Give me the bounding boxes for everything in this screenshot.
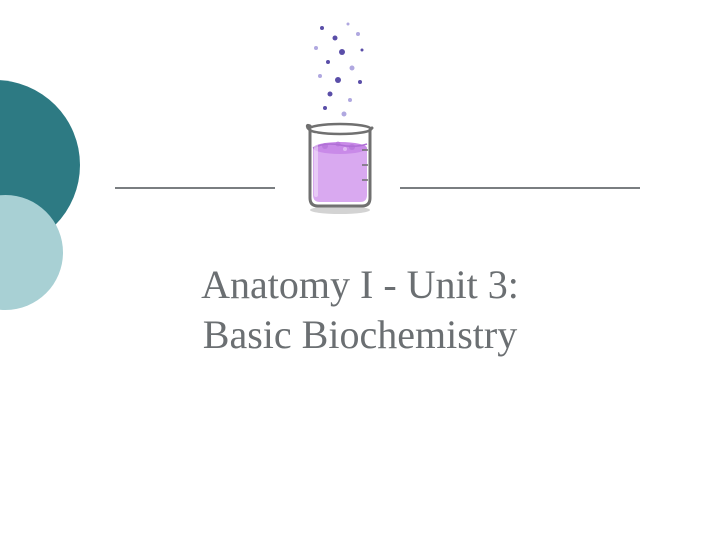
divider-left: [115, 187, 275, 189]
title-line-2: Basic Biochemistry: [0, 310, 720, 360]
divider-right: [400, 187, 640, 189]
title-line-1: Anatomy I - Unit 3:: [0, 260, 720, 310]
beaker-icon: [280, 20, 400, 220]
title-block: Anatomy I - Unit 3: Basic Biochemistry: [0, 260, 720, 360]
